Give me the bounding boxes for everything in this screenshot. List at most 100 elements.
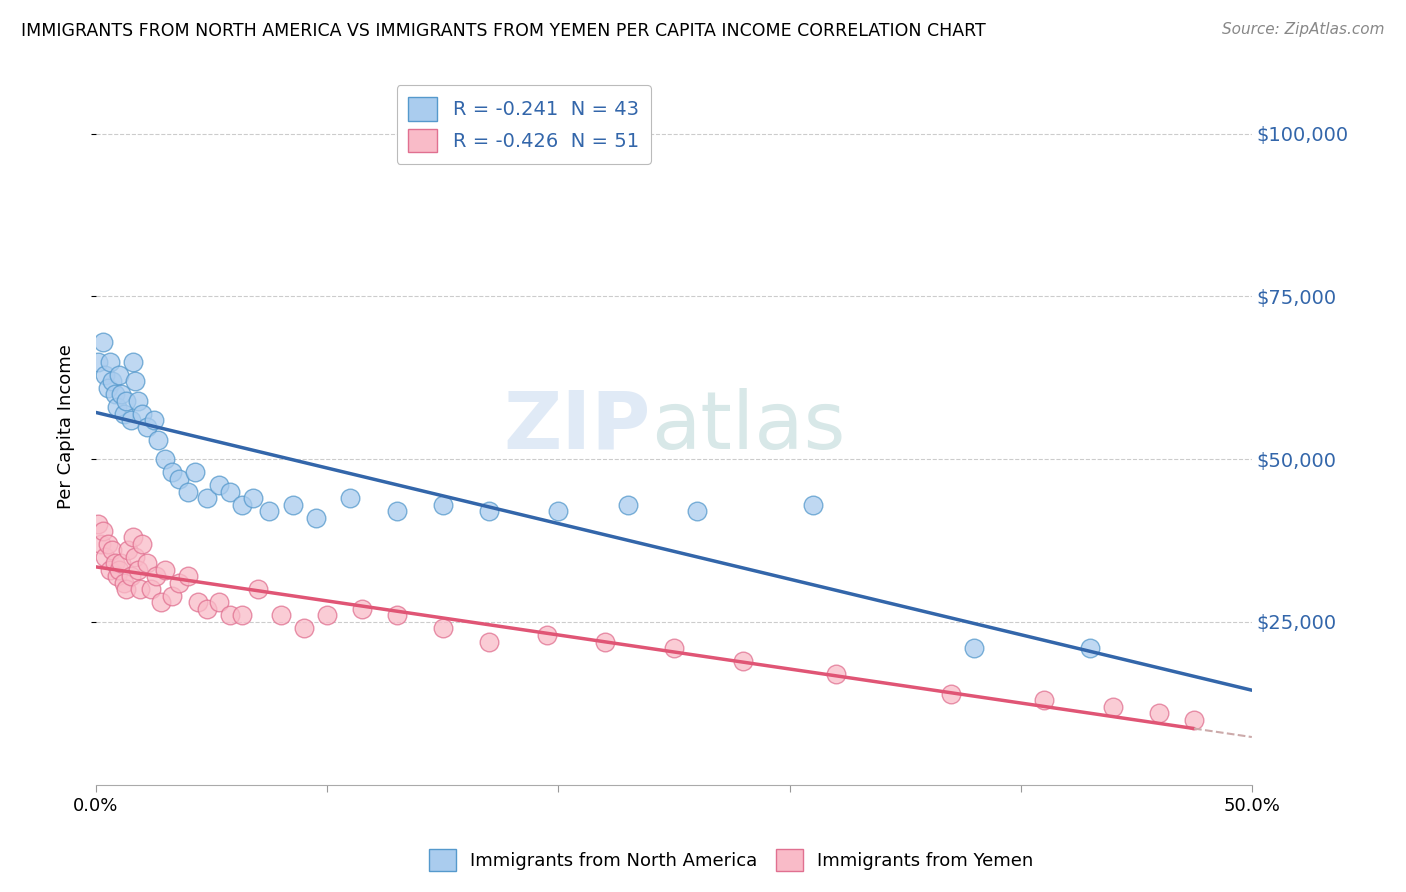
Point bbox=[112, 407, 135, 421]
Point bbox=[120, 569, 142, 583]
Point bbox=[350, 602, 373, 616]
Point bbox=[242, 491, 264, 506]
Point bbox=[733, 654, 755, 668]
Point bbox=[1102, 699, 1125, 714]
Point bbox=[127, 393, 149, 408]
Point bbox=[281, 498, 304, 512]
Point bbox=[292, 622, 315, 636]
Point bbox=[98, 563, 121, 577]
Point bbox=[108, 563, 131, 577]
Point bbox=[124, 549, 146, 564]
Point bbox=[177, 484, 200, 499]
Point bbox=[98, 354, 121, 368]
Point bbox=[117, 543, 139, 558]
Point bbox=[103, 387, 125, 401]
Point bbox=[129, 582, 152, 597]
Point bbox=[304, 510, 326, 524]
Point bbox=[124, 374, 146, 388]
Point bbox=[145, 569, 167, 583]
Point bbox=[94, 549, 117, 564]
Point bbox=[195, 491, 218, 506]
Point bbox=[91, 334, 114, 349]
Point bbox=[135, 557, 157, 571]
Point bbox=[103, 557, 125, 571]
Point bbox=[110, 387, 132, 401]
Point bbox=[97, 537, 120, 551]
Point bbox=[219, 608, 242, 623]
Text: Source: ZipAtlas.com: Source: ZipAtlas.com bbox=[1222, 22, 1385, 37]
Point bbox=[478, 504, 501, 518]
Point bbox=[162, 465, 184, 479]
Point bbox=[536, 628, 558, 642]
Point bbox=[112, 575, 135, 590]
Point bbox=[801, 498, 824, 512]
Text: IMMIGRANTS FROM NORTH AMERICA VS IMMIGRANTS FROM YEMEN PER CAPITA INCOME CORRELA: IMMIGRANTS FROM NORTH AMERICA VS IMMIGRA… bbox=[21, 22, 986, 40]
Point bbox=[131, 537, 153, 551]
Point bbox=[195, 602, 218, 616]
Point bbox=[101, 374, 124, 388]
Point bbox=[941, 687, 963, 701]
Point bbox=[385, 504, 408, 518]
Point bbox=[101, 543, 124, 558]
Point bbox=[231, 608, 253, 623]
Point bbox=[122, 354, 145, 368]
Point bbox=[686, 504, 709, 518]
Legend: Immigrants from North America, Immigrants from Yemen: Immigrants from North America, Immigrant… bbox=[422, 842, 1040, 879]
Point bbox=[90, 537, 112, 551]
Point bbox=[1182, 713, 1205, 727]
Point bbox=[105, 569, 128, 583]
Point bbox=[94, 368, 117, 382]
Point bbox=[385, 608, 408, 623]
Point bbox=[115, 582, 138, 597]
Point bbox=[108, 368, 131, 382]
Point bbox=[616, 498, 638, 512]
Point bbox=[141, 582, 163, 597]
Point bbox=[339, 491, 361, 506]
Point bbox=[87, 517, 110, 532]
Point bbox=[127, 563, 149, 577]
Y-axis label: Per Capita Income: Per Capita Income bbox=[58, 344, 75, 509]
Point bbox=[219, 484, 242, 499]
Point bbox=[91, 524, 114, 538]
Point bbox=[547, 504, 569, 518]
Point bbox=[167, 575, 190, 590]
Text: atlas: atlas bbox=[651, 388, 845, 466]
Point bbox=[105, 400, 128, 414]
Point bbox=[316, 608, 339, 623]
Point bbox=[142, 413, 165, 427]
Point bbox=[135, 419, 157, 434]
Point bbox=[231, 498, 253, 512]
Point bbox=[187, 595, 209, 609]
Point bbox=[87, 354, 110, 368]
Point bbox=[246, 582, 269, 597]
Text: ZIP: ZIP bbox=[503, 388, 651, 466]
Point bbox=[432, 622, 454, 636]
Point bbox=[207, 478, 229, 492]
Point bbox=[1149, 706, 1171, 720]
Legend: R = -0.241  N = 43, R = -0.426  N = 51: R = -0.241 N = 43, R = -0.426 N = 51 bbox=[396, 86, 651, 164]
Point bbox=[270, 608, 292, 623]
Point bbox=[122, 530, 145, 544]
Point bbox=[120, 413, 142, 427]
Point bbox=[593, 634, 616, 648]
Point bbox=[155, 452, 177, 467]
Point bbox=[155, 563, 177, 577]
Point bbox=[97, 380, 120, 394]
Point bbox=[478, 634, 501, 648]
Point bbox=[824, 667, 846, 681]
Point bbox=[1078, 640, 1101, 655]
Point bbox=[167, 472, 190, 486]
Point bbox=[115, 393, 138, 408]
Point bbox=[177, 569, 200, 583]
Point bbox=[963, 640, 986, 655]
Point bbox=[149, 595, 172, 609]
Point bbox=[162, 589, 184, 603]
Point bbox=[432, 498, 454, 512]
Point bbox=[207, 595, 229, 609]
Point bbox=[1032, 693, 1054, 707]
Point bbox=[662, 640, 685, 655]
Point bbox=[148, 433, 170, 447]
Point bbox=[259, 504, 281, 518]
Point bbox=[184, 465, 207, 479]
Point bbox=[131, 407, 153, 421]
